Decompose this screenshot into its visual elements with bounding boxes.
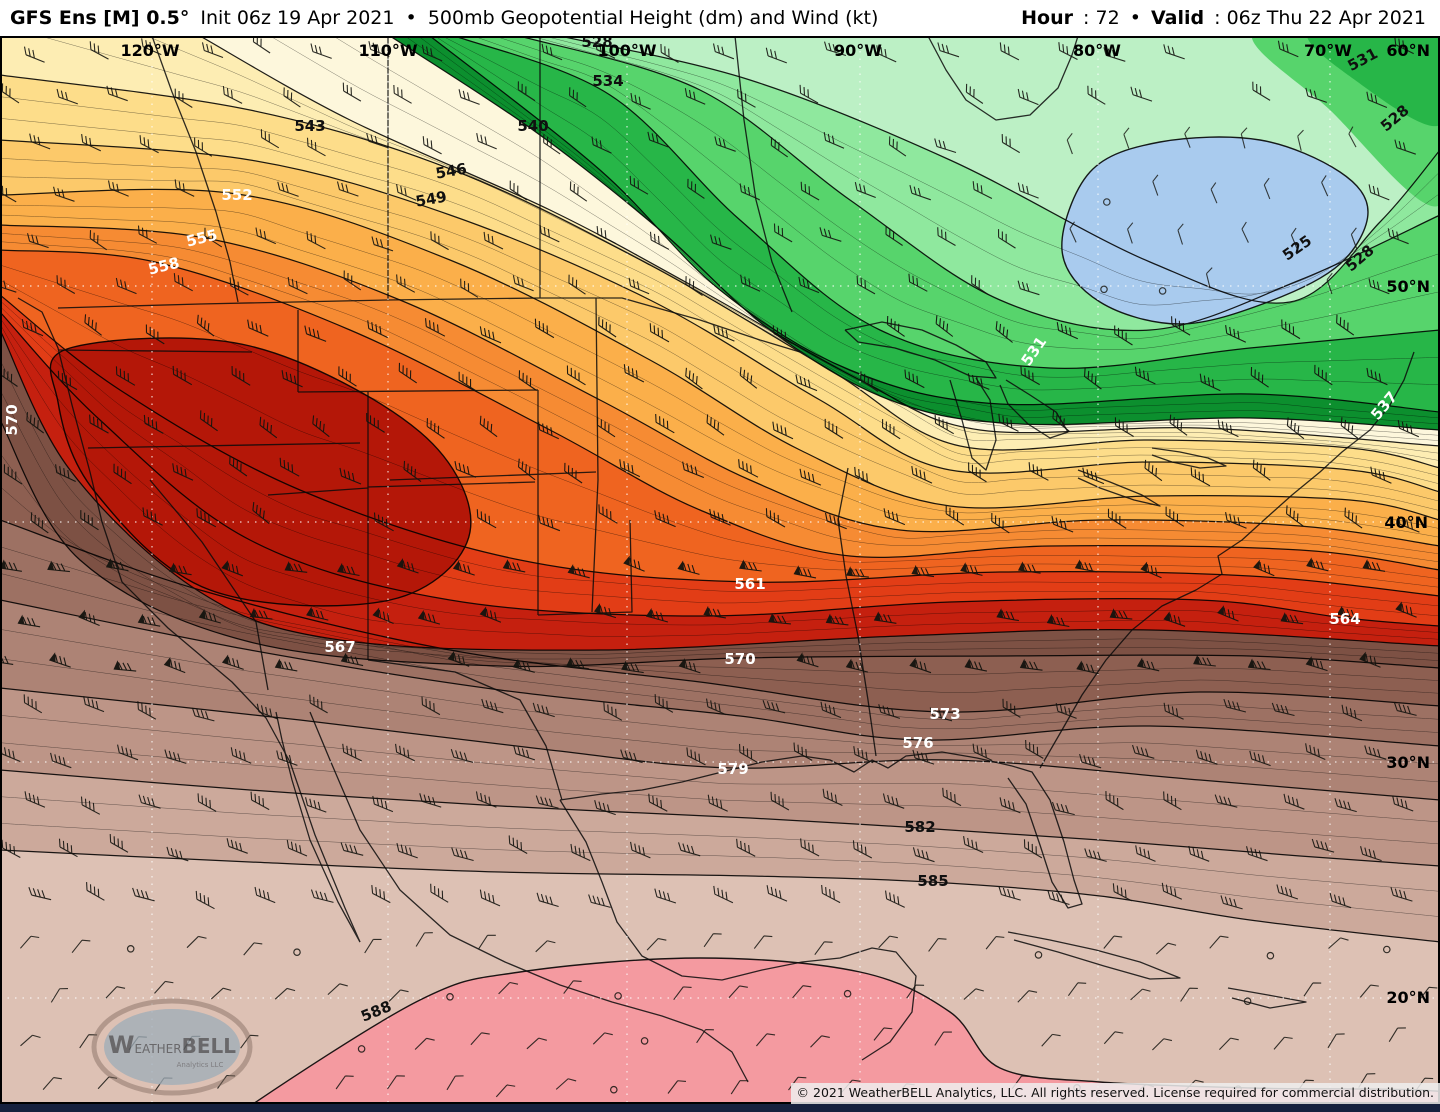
northeast-corner-green-inner (1307, 36, 1440, 127)
svg-text:528: 528 (581, 33, 612, 51)
bottom-bar (0, 1104, 1440, 1112)
svg-text:20°N: 20°N (1386, 988, 1430, 1007)
svg-text:576: 576 (902, 734, 933, 752)
title-separator: • (405, 7, 417, 29)
map-border (0, 36, 1440, 1104)
weatherbell-logo: WEATHERBELL Analytics LLC (91, 998, 253, 1096)
svg-text:60°N: 60°N (1386, 41, 1430, 60)
logo-ring (91, 998, 253, 1096)
svg-text:534: 534 (592, 72, 623, 90)
geography-borders (17, 36, 1415, 1083)
svg-text:40°N: 40°N (1384, 513, 1428, 532)
low-below-525 (1061, 137, 1368, 324)
title-bar: GFS Ens [M] 0.5° Init 06z 19 Apr 2021 • … (0, 0, 1440, 36)
hour-value: : 72 (1083, 7, 1120, 29)
grid-labels: 120°W 110°W 100°W 90°W 80°W 70°W 60°N 50°N 40°N 3… (120, 41, 1430, 1007)
svg-text:110°W: 110°W (358, 41, 417, 60)
svg-text:570: 570 (724, 650, 755, 668)
svg-text:549: 549 (414, 187, 448, 210)
wind-barbs (0, 36, 1438, 1098)
svg-text:50°N: 50°N (1386, 277, 1430, 296)
svg-text:552: 552 (221, 186, 252, 204)
copyright-notice: © 2021 WeatherBELL Analytics, LLC. All r… (790, 1083, 1440, 1104)
svg-text:561: 561 (734, 575, 765, 593)
logo-disc (104, 1009, 240, 1085)
high-pink-region (252, 958, 1440, 1104)
valid-label: Valid (1150, 7, 1205, 29)
valid-value: : 06z Thu 22 Apr 2021 (1214, 7, 1426, 29)
svg-text:579: 579 (717, 760, 748, 778)
svg-text:585: 585 (917, 872, 948, 890)
valid-separator: • (1129, 7, 1141, 29)
hour-label: Hour (1021, 7, 1073, 29)
model-name: GFS Ens [M] 0.5° (10, 7, 190, 29)
svg-text:573: 573 (929, 705, 960, 723)
svg-text:567: 567 (324, 638, 355, 656)
intermediate-contours (0, 36, 1440, 917)
height-bands (0, 36, 1440, 1104)
svg-text:100°W: 100°W (597, 41, 656, 60)
svg-text:582: 582 (904, 818, 935, 836)
svg-text:80°W: 80°W (1073, 41, 1121, 60)
map-title: GFS Ens [M] 0.5° Init 06z 19 Apr 2021 • … (10, 7, 883, 29)
svg-text:70°W: 70°W (1304, 41, 1352, 60)
svg-text:30°N: 30°N (1386, 753, 1430, 772)
svg-text:90°W: 90°W (834, 41, 882, 60)
logo-tagline: Analytics LLC (177, 1061, 224, 1069)
init-time: Init 06z 19 Apr 2021 (200, 7, 395, 29)
field-name: 500mb Geopotential Height (dm) and Wind … (427, 7, 879, 29)
svg-text:540: 540 (517, 117, 548, 135)
svg-text:546: 546 (434, 159, 468, 182)
svg-text:570: 570 (3, 404, 21, 435)
svg-text:543: 543 (294, 117, 325, 135)
logo-text: WEATHERBELL (108, 1031, 236, 1059)
valid-info: Hour : 72 • Valid : 06z Thu 22 Apr 2021 (1021, 7, 1430, 29)
svg-text:564: 564 (1329, 610, 1360, 628)
svg-text:120°W: 120°W (120, 41, 179, 60)
